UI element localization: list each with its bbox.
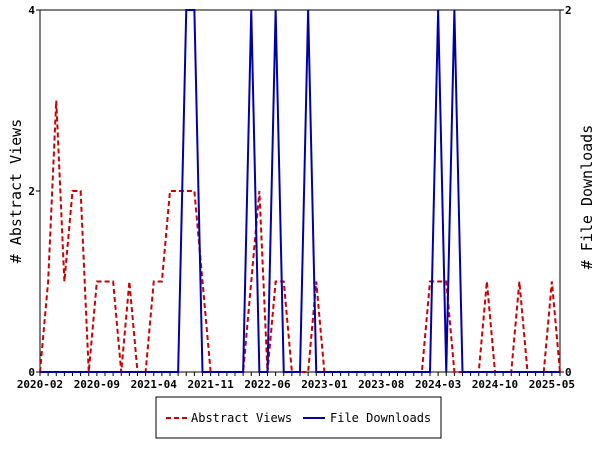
y-right-tick-label: 2 [565, 4, 572, 17]
legend-box [155, 396, 442, 439]
y-right-axis-title: # File Downloads [578, 125, 596, 270]
legend: Abstract Views File Downloads [155, 396, 442, 439]
y-left-tick-label: 4 [28, 4, 35, 17]
x-tick-label: 2021-04 [131, 378, 178, 391]
legend-label-file-downloads: File Downloads [330, 411, 431, 425]
x-tick-label: 2024-10 [472, 378, 518, 391]
x-tick-label: 2020-09 [74, 378, 120, 391]
series-line-file-downloads [40, 9, 560, 373]
y-left-axis-title: # Abstract Views [7, 119, 25, 264]
y-left-tick-label: 2 [28, 185, 35, 198]
x-tick-label: 2025-05 [529, 378, 575, 391]
x-tick-label: 2023-08 [358, 378, 404, 391]
y-left-tick-label: 0 [28, 366, 35, 379]
x-tick-label: 2023-01 [301, 378, 348, 391]
x-tick-label: 2024-03 [415, 378, 461, 391]
x-tick-label: 2022-06 [244, 378, 291, 391]
series-layer [39, 9, 561, 373]
labels-layer: 2020-02 2020-09 2021-04 2021-11 2022-06 2023-… [17, 4, 575, 391]
legend-label-abstract-views: Abstract Views [191, 411, 292, 425]
y-right-tick-label: 0 [565, 366, 572, 379]
plot-area [39, 9, 561, 373]
x-tick-label: 2020-02 [17, 378, 63, 391]
x-tick-label: 2021-11 [187, 378, 234, 391]
